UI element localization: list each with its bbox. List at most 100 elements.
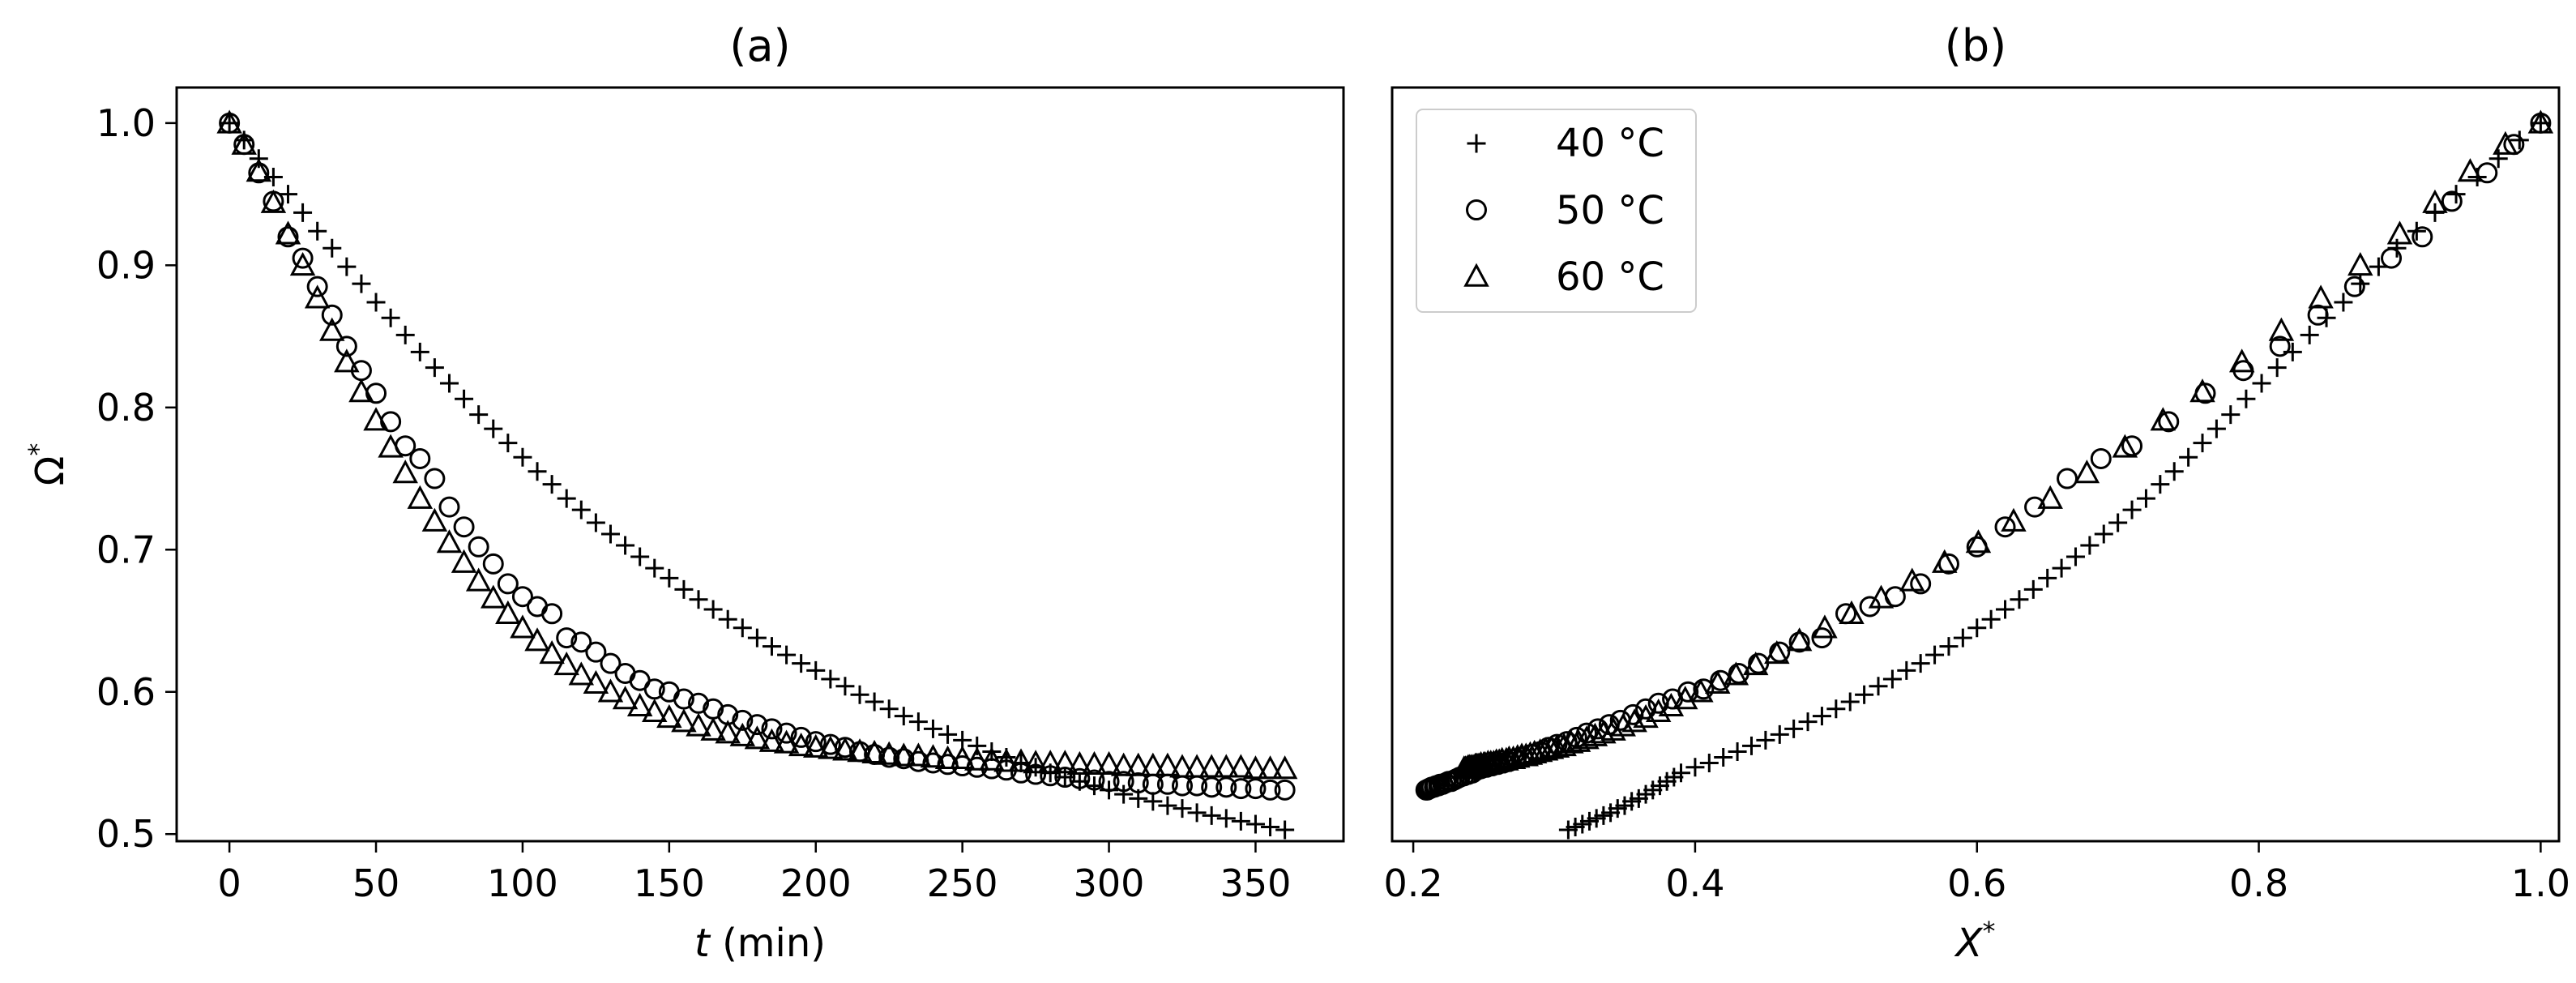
data-point-triangle-b bbox=[1723, 661, 1749, 686]
data-point-triangle-b bbox=[1742, 652, 1769, 676]
data-point-triangle-a bbox=[1066, 750, 1093, 775]
y-tick-label: 0.5 bbox=[96, 812, 156, 856]
data-point-plus-a bbox=[733, 618, 752, 638]
data-point-circle-a bbox=[306, 276, 328, 297]
data-point-plus-a bbox=[821, 669, 840, 689]
data-point-circle-b bbox=[2307, 304, 2329, 326]
data-point-triangle-a bbox=[656, 703, 682, 729]
data-point-triangle-b bbox=[1688, 678, 1714, 703]
data-point-circle-a bbox=[482, 553, 504, 575]
data-point-circle-a bbox=[511, 586, 533, 608]
x-tick-label: 1.0 bbox=[2511, 861, 2570, 905]
x-tick-label: 0.2 bbox=[1384, 861, 1443, 905]
data-point-circle-a bbox=[556, 627, 578, 649]
data-point-triangle-b bbox=[2037, 485, 2063, 509]
data-point-plus-b bbox=[1967, 618, 1987, 638]
data-point-plus-b bbox=[2080, 536, 2100, 555]
data-point-triangle-a bbox=[1125, 752, 1151, 776]
data-point-plus-b bbox=[2052, 558, 2071, 578]
data-point-circle-b bbox=[2412, 226, 2433, 248]
data-point-triangle-b bbox=[1610, 712, 1636, 737]
data-point-triangle-a bbox=[788, 733, 814, 757]
data-point-circle-b bbox=[2441, 190, 2463, 212]
data-point-triangle-a bbox=[715, 720, 741, 744]
data-point-plus-a bbox=[747, 628, 767, 647]
data-point-plus-a bbox=[542, 475, 562, 494]
data-point-triangle-a bbox=[1096, 750, 1122, 775]
y-tick-label: 1.0 bbox=[96, 101, 156, 145]
data-point-plus-b bbox=[1770, 724, 1789, 744]
data-point-circle-a bbox=[805, 731, 827, 753]
data-point-triangle-a bbox=[832, 737, 858, 761]
data-point-triangle-a bbox=[495, 600, 521, 624]
data-point-plus-b bbox=[1826, 699, 1846, 719]
data-point-triangle-b bbox=[1538, 735, 1565, 759]
data-point-circle-a bbox=[1127, 772, 1149, 794]
data-point-plus-b bbox=[2236, 389, 2256, 408]
data-point-plus-a bbox=[674, 579, 694, 599]
data-point-triangle-a bbox=[539, 639, 565, 665]
data-point-circle-a bbox=[761, 718, 783, 740]
data-point-plus-a bbox=[792, 654, 811, 673]
data-point-plus-b bbox=[2510, 130, 2529, 150]
data-point-triangle-b bbox=[2422, 189, 2448, 213]
data-point-plus-b bbox=[2334, 293, 2353, 312]
data-point-plus-b bbox=[2300, 325, 2319, 344]
data-point-plus-a bbox=[718, 609, 737, 629]
data-point-triangle-a bbox=[289, 251, 316, 276]
data-point-circle-a bbox=[438, 496, 460, 518]
data-point-circle-a bbox=[1215, 776, 1237, 798]
data-point-plus-b bbox=[1812, 707, 1831, 726]
data-point-circle-a bbox=[790, 726, 812, 748]
data-point-circle-a bbox=[424, 468, 446, 489]
data-point-plus-b bbox=[2108, 513, 2128, 532]
data-point-plus-a bbox=[689, 590, 708, 609]
data-point-plus-b bbox=[2221, 405, 2241, 425]
data-point-triangle-a bbox=[671, 708, 697, 733]
data-point-circle-a bbox=[409, 447, 431, 469]
data-point-circle-a bbox=[1113, 771, 1134, 793]
data-point-circle-b bbox=[1662, 688, 1684, 710]
data-point-circle-a bbox=[321, 304, 343, 326]
data-point-plus-b bbox=[2351, 274, 2370, 293]
panel-a-x-variable: t bbox=[694, 921, 711, 966]
data-point-plus-a bbox=[1187, 803, 1207, 823]
y-tick-label: 0.9 bbox=[96, 243, 156, 287]
data-point-triangle-b bbox=[1633, 703, 1659, 729]
data-point-circle-b bbox=[1415, 779, 1437, 801]
data-point-circle-a bbox=[688, 692, 710, 714]
data-point-triangle-a bbox=[700, 716, 726, 741]
data-point-triangle-a bbox=[1198, 754, 1224, 778]
data-point-circle-a bbox=[893, 748, 915, 770]
x-tick-label: 0.8 bbox=[2229, 861, 2288, 905]
data-point-plus-a bbox=[1261, 817, 1280, 836]
data-point-circle-a bbox=[1025, 763, 1047, 785]
data-point-triangle-a bbox=[1242, 755, 1269, 780]
panel-b-frame bbox=[1391, 86, 2561, 843]
data-point-circle-a bbox=[643, 678, 665, 700]
data-point-triangle-b bbox=[2308, 284, 2334, 309]
x-tick-label: 200 bbox=[780, 861, 852, 905]
data-point-circle-a bbox=[277, 226, 299, 248]
data-point-plus-a bbox=[586, 513, 605, 532]
data-point-triangle-a bbox=[421, 507, 448, 532]
data-point-circle-a bbox=[1274, 779, 1296, 801]
data-point-plus-b bbox=[2252, 374, 2271, 393]
data-point-plus-a bbox=[337, 257, 357, 276]
panel-b-markers bbox=[1415, 109, 2554, 840]
data-point-circle-b bbox=[2158, 411, 2180, 433]
data-point-circle-a bbox=[775, 722, 797, 744]
data-point-circle-a bbox=[746, 714, 768, 736]
data-point-plus-a bbox=[703, 600, 723, 619]
data-point-triangle-b bbox=[1517, 741, 1544, 765]
x-tick-label: 0 bbox=[217, 861, 241, 905]
data-point-triangle-b bbox=[1868, 584, 1895, 609]
data-point-triangle-a bbox=[275, 220, 301, 245]
data-point-plus-b bbox=[1882, 669, 1902, 689]
data-point-triangle-b bbox=[1965, 529, 1992, 553]
x-tick-label: 300 bbox=[1074, 861, 1145, 905]
data-point-circle-b bbox=[2343, 276, 2365, 297]
data-point-plus-b bbox=[1869, 677, 1888, 696]
